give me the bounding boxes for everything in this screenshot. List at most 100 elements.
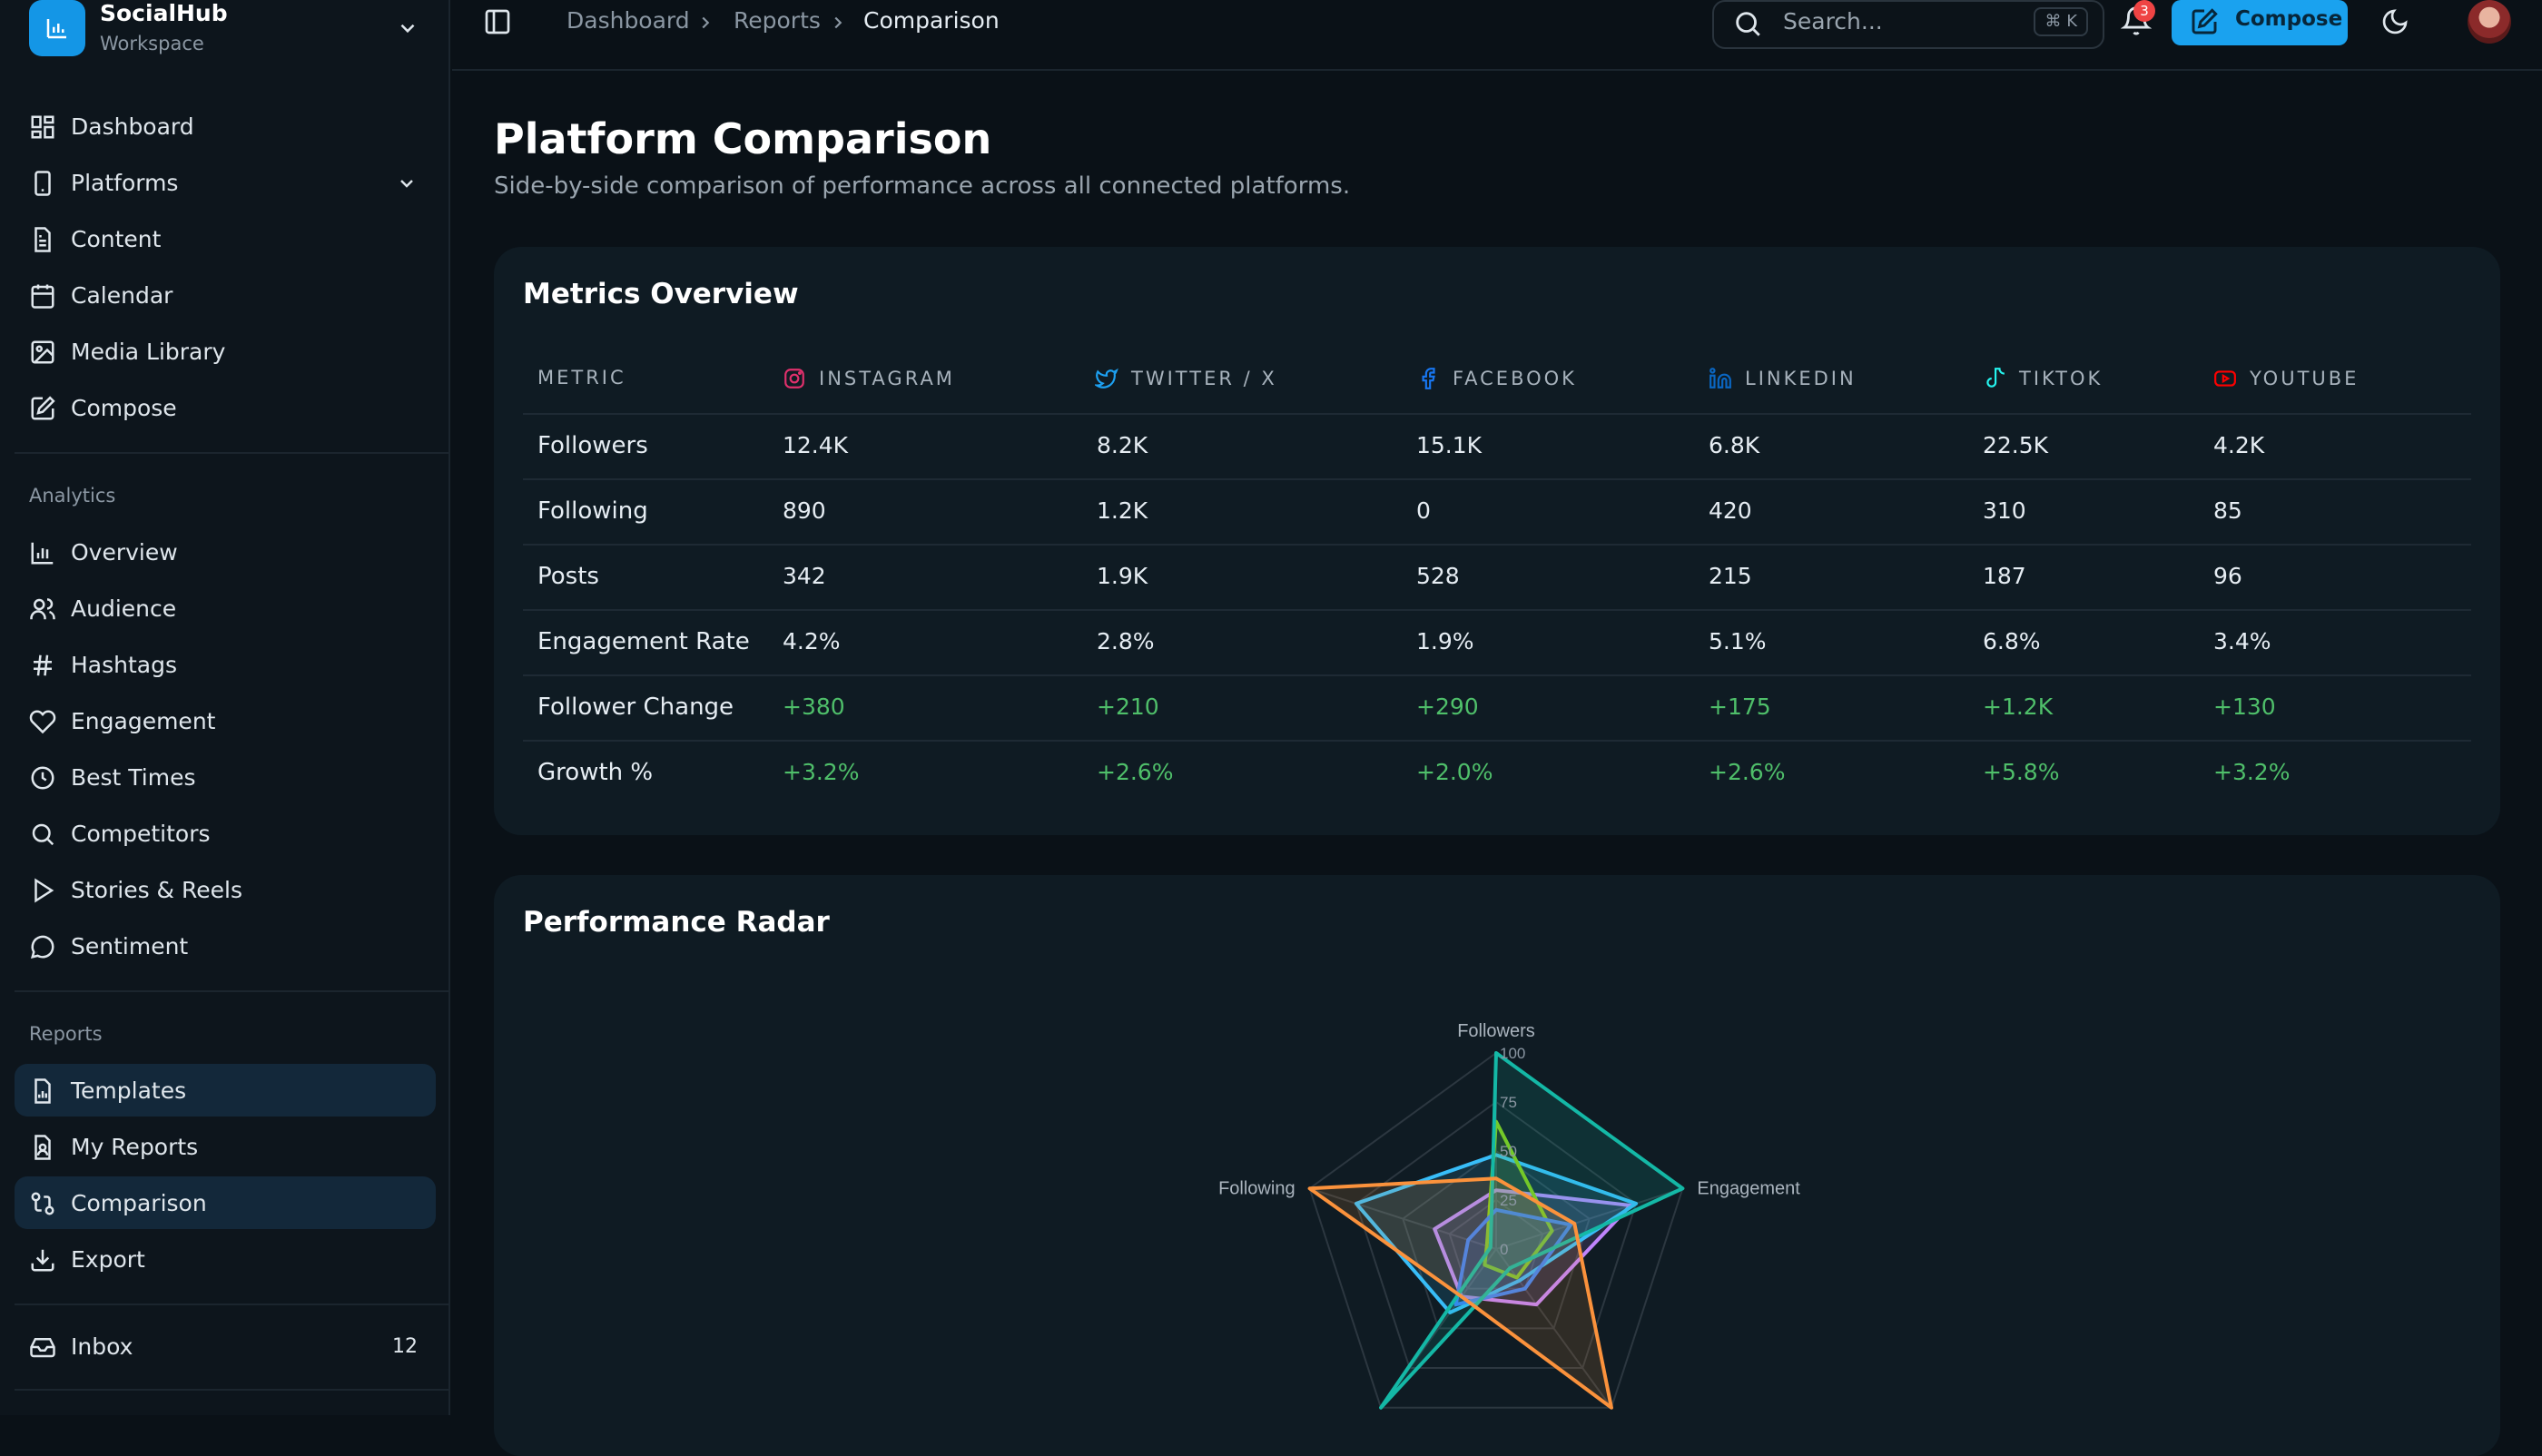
table-row-divider <box>523 544 2471 546</box>
column-header-label: METRIC <box>537 367 626 389</box>
table-cell: 215 <box>1709 563 1752 589</box>
chevron-down-icon <box>396 16 419 40</box>
sidebar-toggle-icon[interactable] <box>483 7 512 36</box>
facebook-icon <box>1422 368 1435 389</box>
table-cell: +3.2% <box>783 759 860 785</box>
sidebar-divider <box>15 1389 450 1391</box>
metrics-overview-title: Metrics Overview <box>523 278 799 310</box>
sidebar-item-calendar[interactable]: Calendar <box>15 269 436 321</box>
image-icon <box>31 340 54 364</box>
sidebar-item-templates[interactable]: Templates <box>15 1064 436 1117</box>
table-cell: 85 <box>2213 497 2242 524</box>
sidebar-item-engagement[interactable]: Engagement <box>15 694 436 747</box>
radar-series-4 <box>1453 1207 1573 1307</box>
table-cell: 8.2K <box>1097 432 1148 458</box>
users-icon <box>30 598 55 620</box>
sidebar-item-comparison[interactable]: Comparison <box>15 1176 436 1229</box>
sidebar-item-hashtags[interactable]: Hashtags <box>15 638 436 691</box>
table-cell: +3.2% <box>2213 759 2291 785</box>
radar-axis-label: Following <box>1218 1178 1295 1198</box>
chevron-right-icon <box>834 16 842 29</box>
table-cell: 528 <box>1416 563 1460 589</box>
workspace-name: SocialHub <box>100 0 228 26</box>
radar-chart: 0255075100FollowersEngagementPostsFollow… <box>1218 1021 1800 1410</box>
table-cell: +2.0% <box>1416 759 1493 785</box>
message-circle-icon <box>30 935 54 959</box>
search-icon <box>1736 12 1760 36</box>
metric-label-follower-change: Follower Change <box>537 694 734 721</box>
sidebar: SocialHub Workspace Dashboard Platforms … <box>0 0 450 1415</box>
page-subtitle: Side-by-side comparison of performance a… <box>494 172 1351 200</box>
performance-radar-title: Performance Radar <box>523 906 830 939</box>
sidebar-item-competitors[interactable]: Competitors <box>15 807 436 860</box>
notification-badge: 3 <box>2133 0 2155 22</box>
metric-label-growth: Growth % <box>537 759 654 786</box>
compose-button[interactable]: Compose <box>2172 0 2348 45</box>
table-cell: 12.4K <box>783 432 849 458</box>
sidebar-item-audience[interactable]: Audience <box>15 582 436 635</box>
sidebar-item-label: Engagement <box>71 707 216 734</box>
table-row-divider <box>523 609 2471 611</box>
section-label-analytics: Analytics <box>29 485 116 507</box>
sidebar-item-overview[interactable]: Overview <box>15 526 436 578</box>
column-header-label: FACEBOOK <box>1453 368 1577 389</box>
metric-label-followers: Followers <box>537 432 648 459</box>
table-cell: +5.8% <box>1983 759 2060 785</box>
table-cell: +290 <box>1416 694 1479 720</box>
radar-axis-label: Followers <box>1457 1021 1535 1041</box>
moon-icon[interactable] <box>2380 7 2409 36</box>
column-header-tiktok: TIKTOK <box>1983 367 2103 390</box>
search-shortcut: ⌘ K <box>2034 7 2088 36</box>
column-header-youtube: YOUTUBE <box>2213 367 2359 390</box>
table-cell: +1.2K <box>1983 694 2054 720</box>
sidebar-item-label: Content <box>71 225 162 252</box>
sidebar-item-sentiment[interactable]: Sentiment <box>15 920 436 972</box>
radar-axis-line <box>1495 1187 1683 1250</box>
table-cell: 5.1% <box>1709 628 1767 654</box>
sidebar-item-export[interactable]: Export <box>15 1233 436 1285</box>
column-header-facebook: FACEBOOK <box>1416 367 1577 390</box>
table-row-divider <box>523 478 2471 480</box>
avatar[interactable] <box>2468 0 2511 44</box>
sidebar-item-dashboard[interactable]: Dashboard <box>15 100 436 152</box>
metric-label-posts: Posts <box>537 563 599 590</box>
table-cell: 890 <box>783 497 826 524</box>
workspace-switcher[interactable]: SocialHub Workspace <box>29 0 429 58</box>
table-cell: 0 <box>1416 497 1431 524</box>
table-cell: 420 <box>1709 497 1752 524</box>
table-cell: 6.8K <box>1709 432 1760 458</box>
sidebar-item-label: Overview <box>71 538 178 566</box>
radar-tick-label: 100 <box>1500 1045 1525 1062</box>
table-cell: 1.9% <box>1416 628 1474 654</box>
search-input[interactable]: Search... ⌘ K <box>1712 0 2104 49</box>
sidebar-item-media-library[interactable]: Media Library <box>15 325 436 378</box>
sidebar-item-platforms[interactable]: Platforms <box>15 156 436 209</box>
radar-axis-label: Engagement <box>1697 1178 1800 1198</box>
sidebar-item-inbox[interactable]: Inbox 12 <box>15 1320 436 1372</box>
breadcrumb-reports[interactable]: Reports <box>734 7 821 34</box>
edit-icon <box>2192 8 2218 34</box>
sidebar-item-stories-reels[interactable]: Stories & Reels <box>15 863 436 916</box>
table-cell: 3.4% <box>2213 628 2271 654</box>
twitter-icon <box>1095 368 1118 389</box>
sidebar-item-label: Hashtags <box>71 651 178 678</box>
breadcrumb-dashboard[interactable]: Dashboard <box>567 7 690 34</box>
sidebar-divider <box>15 990 450 992</box>
sidebar-item-label: Competitors <box>71 820 211 847</box>
file-text-icon <box>34 227 51 252</box>
smartphone-icon <box>34 171 51 196</box>
file-user-icon <box>34 1135 51 1160</box>
table-cell: +175 <box>1709 694 1771 720</box>
column-header-linkedin: LINKEDIN <box>1709 367 1857 390</box>
section-label-reports: Reports <box>29 1023 103 1045</box>
sidebar-item-best-times[interactable]: Best Times <box>15 751 436 803</box>
table-cell: 6.8% <box>1983 628 2041 654</box>
metrics-overview-card: Metrics Overview <box>494 247 2500 835</box>
sidebar-item-my-reports[interactable]: My Reports <box>15 1120 436 1173</box>
sidebar-item-compose[interactable]: Compose <box>15 381 436 434</box>
sidebar-item-label: Calendar <box>71 281 173 309</box>
sidebar-item-content[interactable]: Content <box>15 212 436 265</box>
radar-series-3 <box>1483 1119 1554 1280</box>
linkedin-icon <box>1709 368 1731 389</box>
heart-icon <box>29 710 56 734</box>
